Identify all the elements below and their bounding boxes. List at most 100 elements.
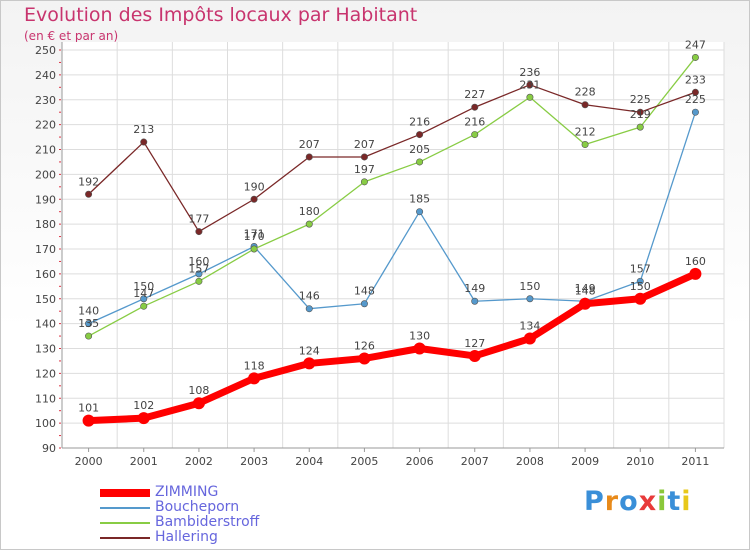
y-tick-label: 130: [35, 343, 56, 356]
legend-label: ZIMMING: [155, 484, 219, 500]
data-label-hallering: 207: [299, 138, 320, 151]
data-label-bambiderstroff: 197: [354, 163, 375, 176]
data-point-zimming: [303, 357, 316, 370]
data-label-bambiderstroff: 180: [299, 205, 320, 218]
data-point-hallering: [85, 190, 93, 198]
x-tick-label: 2000: [75, 455, 103, 468]
data-label-bambiderstroff: 212: [575, 126, 596, 139]
data-point-boucheporn: [416, 208, 424, 216]
legend-item-bambiderstroff: Bambiderstroff: [100, 514, 360, 531]
data-point-bambiderstroff: [305, 220, 313, 228]
data-point-hallering: [691, 88, 699, 96]
data-label-zimming: 134: [519, 320, 540, 333]
x-tick-label: 2009: [571, 455, 599, 468]
data-label-boucheporn: 150: [519, 280, 540, 293]
data-label-boucheporn: 160: [188, 255, 209, 268]
legend-item-hallering: Hallering: [100, 529, 360, 546]
data-label-zimming: 124: [299, 344, 320, 357]
x-tick-label: 2007: [461, 455, 489, 468]
data-point-hallering: [250, 195, 258, 203]
legend-swatch: [100, 522, 150, 524]
x-tick-label: 2008: [516, 455, 544, 468]
data-label-bambiderstroff: 170: [244, 230, 265, 243]
legend-item-zimming: ZIMMING: [100, 484, 360, 501]
legend-swatch: [100, 489, 150, 497]
data-label-hallering: 207: [354, 138, 375, 151]
data-point-boucheporn: [691, 108, 699, 116]
data-label-zimming: 108: [188, 384, 209, 397]
data-point-hallering: [140, 138, 148, 146]
series-line-hallering: [87, 84, 697, 233]
data-point-boucheporn: [471, 297, 479, 305]
proxiti-logo: Proxiti: [584, 486, 692, 517]
data-point-bambiderstroff: [360, 178, 368, 186]
y-tick-label: 220: [35, 119, 56, 132]
data-point-bambiderstroff: [140, 302, 148, 310]
data-label-boucheporn: 148: [354, 285, 375, 298]
data-label-bambiderstroff: 205: [409, 143, 430, 156]
x-tick-label: 2005: [350, 455, 378, 468]
data-point-hallering: [416, 131, 424, 139]
y-tick-label: 200: [35, 168, 56, 181]
data-label-bambiderstroff: 247: [685, 38, 706, 51]
data-label-zimming: 118: [244, 359, 265, 372]
chart-title: Evolution des Impôts locaux par Habitant: [24, 4, 418, 26]
y-tick-label: 210: [35, 144, 56, 157]
data-label-bambiderstroff: 231: [519, 78, 540, 91]
data-point-hallering: [471, 103, 479, 111]
data-label-bambiderstroff: 135: [78, 317, 99, 330]
data-label-boucheporn: 146: [299, 290, 320, 303]
y-tick-label: 240: [35, 69, 56, 82]
data-label-bambiderstroff: 157: [188, 262, 209, 275]
legend-label: Boucheporn: [155, 499, 240, 515]
data-point-bambiderstroff: [250, 245, 258, 253]
data-point-boucheporn: [305, 305, 313, 313]
data-point-zimming: [192, 397, 205, 410]
legend-label: Bambiderstroff: [155, 514, 260, 530]
x-tick-label: 2011: [681, 455, 709, 468]
data-label-hallering: 236: [519, 66, 540, 79]
data-point-hallering: [636, 108, 644, 116]
data-point-zimming: [248, 372, 261, 385]
chart-subtitle: (en € et par an): [24, 29, 119, 43]
data-point-zimming: [468, 349, 481, 362]
data-point-hallering: [360, 153, 368, 161]
data-label-boucheporn: 157: [630, 262, 651, 275]
data-label-hallering: 233: [685, 73, 706, 86]
data-label-bambiderstroff: 147: [133, 287, 154, 300]
y-tick-label: 110: [35, 392, 56, 405]
data-point-boucheporn: [526, 295, 534, 303]
y-tick-label: 140: [35, 318, 56, 331]
data-label-hallering: 227: [464, 88, 485, 101]
data-label-boucheporn: 171: [244, 228, 265, 241]
series-line-zimming: [85, 270, 699, 425]
y-tick-label: 100: [35, 417, 56, 430]
logo-letter: r: [604, 486, 620, 517]
data-point-bambiderstroff: [526, 93, 534, 101]
data-label-bambiderstroff: 219: [630, 108, 651, 121]
data-point-zimming: [523, 332, 536, 345]
data-point-hallering: [581, 101, 589, 109]
data-point-hallering: [305, 153, 313, 161]
x-tick-label: 2001: [130, 455, 158, 468]
y-tick-label: 170: [35, 243, 56, 256]
data-point-boucheporn: [195, 270, 203, 278]
data-point-hallering: [526, 81, 534, 89]
y-tick-label: 250: [35, 44, 56, 57]
data-label-zimming: 126: [354, 339, 375, 352]
data-point-zimming: [82, 414, 95, 427]
data-point-boucheporn: [85, 320, 93, 328]
y-tick-label: 90: [42, 442, 56, 455]
data-label-hallering: 177: [188, 213, 209, 226]
x-tick-label: 2010: [626, 455, 654, 468]
data-point-zimming: [579, 297, 592, 310]
legend-swatch: [100, 507, 150, 509]
y-tick-label: 120: [35, 367, 56, 380]
x-tick-label: 2003: [240, 455, 268, 468]
data-label-boucheporn: 225: [685, 93, 706, 106]
data-point-bambiderstroff: [581, 141, 589, 149]
data-label-zimming: 150: [630, 280, 651, 293]
data-label-boucheporn: 140: [78, 305, 99, 318]
series-line-boucheporn: [87, 111, 697, 325]
